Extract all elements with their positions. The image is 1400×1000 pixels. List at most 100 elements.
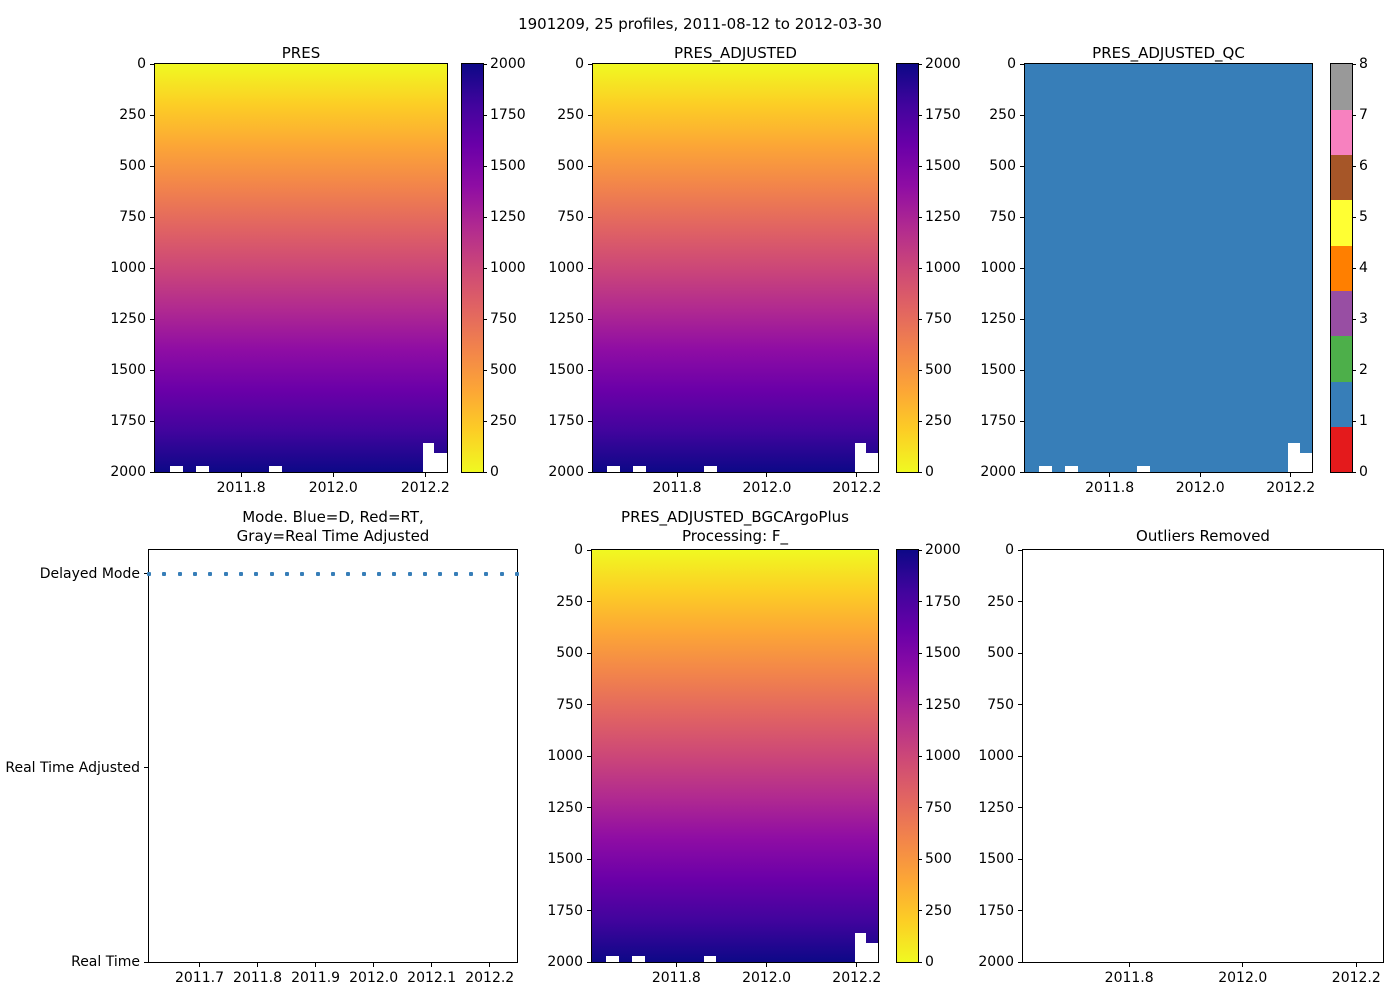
y-tick-label: 0 (1007, 56, 1016, 72)
colorbar-tick-label: 2 (1359, 362, 1368, 378)
profile-dot (438, 571, 443, 576)
y-tick-label: 1750 (978, 902, 1014, 919)
y-tick-label: 500 (989, 158, 1016, 174)
y-tick-mark (1018, 652, 1022, 654)
x-tick-mark (1355, 963, 1357, 967)
x-tick-mark (1109, 473, 1111, 477)
y-tick-label: 250 (556, 593, 583, 610)
y-tick-mark (587, 910, 591, 911)
colorbar-tick-mark (918, 114, 922, 116)
y-tick-mark (150, 63, 154, 65)
colorbar-tick-label: 1500 (490, 158, 526, 174)
x-tick-mark (489, 963, 491, 967)
colorbar-tick-label: 6 (1359, 158, 1368, 174)
x-tick-label: 2012.2 (400, 480, 450, 496)
x-tick-label: 2011.9 (291, 970, 341, 986)
x-tick-mark (315, 963, 317, 967)
y-tick-mark (588, 63, 592, 65)
colorbar-tick-label: 0 (1359, 464, 1368, 480)
y-tick-mark (1018, 858, 1022, 860)
y-tick-mark (1018, 755, 1022, 757)
panel-title-pres: PRES (281, 44, 321, 62)
x-tick-mark (675, 963, 677, 967)
colorbar-tick-label: 0 (490, 464, 499, 480)
profile-dot (453, 571, 458, 576)
profile-dot (331, 571, 335, 576)
y-tick-mark (150, 216, 154, 218)
colorbar-tick-label: 1250 (925, 209, 961, 225)
x-tick-mark (766, 473, 768, 477)
y-tick-label: 1750 (980, 413, 1016, 429)
y-tick-label: 2000 (978, 954, 1014, 970)
y-tick-label: 250 (119, 107, 146, 123)
colorbar-tick-mark (483, 63, 487, 65)
y-tick-mark (1020, 318, 1024, 320)
y-tick-label: 0 (137, 56, 146, 72)
y-category-label: Real Time (71, 954, 140, 970)
x-tick-mark (1128, 963, 1130, 967)
colorbar-tick-label: 1250 (925, 696, 961, 713)
qc-colorbar-segment-7 (1331, 109, 1352, 156)
qc-colorbar-segment-4 (1331, 245, 1352, 292)
y-tick-label: 1750 (547, 902, 583, 919)
y-tick-mark (144, 767, 148, 769)
colorbar-tick-mark (918, 704, 922, 705)
y-tick-mark (1020, 420, 1024, 422)
colorbar-tick-mark (1352, 318, 1356, 320)
x-tick-label: 2012.0 (742, 480, 792, 496)
colorbar-tick-mark (483, 267, 487, 269)
x-tick-mark (1199, 473, 1201, 477)
panel-title-mode-line1: Mode. Blue=D, Red=RT, (242, 508, 424, 526)
y-tick-mark (588, 420, 592, 422)
qc-colorbar-segment-1 (1331, 381, 1352, 428)
missing-data-notch (607, 465, 621, 472)
y-tick-mark (587, 858, 591, 860)
profile-dot (147, 571, 151, 576)
y-tick-label: 1500 (110, 362, 146, 378)
y-tick-mark (144, 573, 148, 575)
y-tick-label: 2000 (980, 464, 1016, 480)
colorbar-tick-label: 1750 (490, 107, 526, 123)
colorbar-tick-mark (1352, 267, 1356, 269)
qc-colorbar-segment-6 (1331, 154, 1352, 201)
colorbar-tick-mark (918, 807, 922, 808)
y-tick-mark (1020, 114, 1024, 116)
bgc-plot-area (591, 549, 879, 963)
colorbar-tick-mark (1352, 63, 1356, 65)
profile-dot (300, 571, 305, 576)
profile-dot (499, 571, 504, 576)
y-tick-mark (588, 318, 592, 320)
missing-data-notch (1299, 453, 1312, 472)
pres-colorbar (461, 63, 484, 473)
x-tick-mark (1290, 473, 1292, 477)
missing-data-notch (268, 465, 282, 472)
y-tick-label: 500 (987, 645, 1014, 661)
profile-dot (223, 571, 228, 576)
colorbar-tick-mark (918, 267, 922, 269)
colorbar-tick-label: 1000 (490, 260, 526, 276)
colorbar-tick-label: 750 (925, 799, 952, 816)
x-tick-mark (766, 963, 768, 967)
y-tick-mark (588, 216, 592, 218)
y-tick-mark (588, 114, 592, 116)
profile-dot (392, 571, 397, 576)
colorbar-tick-mark (918, 601, 922, 602)
missing-data-notch (1288, 443, 1300, 472)
y-tick-mark (1020, 216, 1024, 218)
colorbar-tick-label: 2000 (490, 56, 526, 72)
y-tick-mark (1018, 961, 1022, 963)
x-tick-label: 2011.8 (652, 480, 702, 496)
y-tick-mark (588, 267, 592, 269)
colorbar-tick-label: 1750 (925, 107, 961, 123)
colorbar-tick-label: 750 (490, 311, 517, 327)
x-tick-mark (856, 963, 858, 967)
colorbar-tick-label: 1250 (490, 209, 526, 225)
x-tick-label: 2011.8 (216, 480, 266, 496)
colorbar-tick-label: 500 (925, 362, 952, 378)
y-tick-mark (587, 807, 591, 808)
bgc-colorbar (896, 549, 919, 963)
x-tick-mark (332, 473, 334, 477)
colorbar-tick-label: 250 (490, 413, 517, 429)
panel-title-pres-adjusted: PRES_ADJUSTED (674, 44, 797, 62)
colorbar-tick-mark (483, 420, 487, 422)
